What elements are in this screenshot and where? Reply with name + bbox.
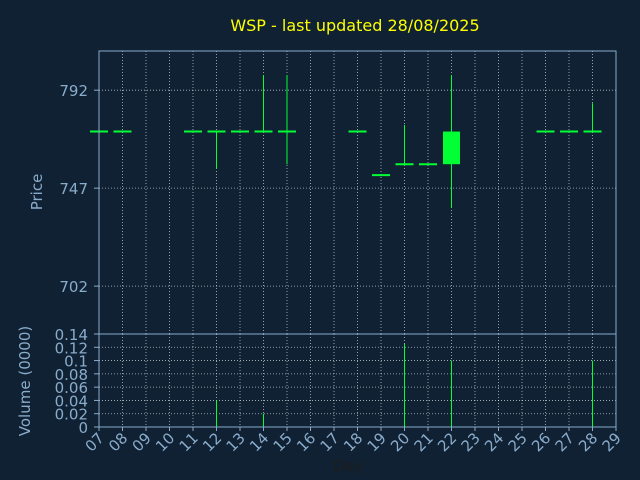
- candles: [90, 74, 602, 208]
- x-axis-label: Day: [333, 457, 363, 475]
- price-axis-label: Price: [28, 174, 46, 211]
- volume-tick-label: 0.08: [55, 366, 88, 384]
- x-axis: 0708091011121314151617181920212223242526…: [82, 427, 625, 455]
- volume-tick-label: 0.02: [55, 406, 88, 424]
- price-y-axis: 702 747 792 837: [59, 0, 99, 296]
- volume-tick-label: 0.12: [55, 339, 88, 357]
- volume-axis-label: Volume (0000): [16, 326, 34, 436]
- candle-body: [443, 131, 460, 165]
- volume-tick-label: 0.06: [55, 379, 88, 397]
- volume-y-axis: 00.020.040.060.080.10.120.14: [55, 326, 99, 437]
- price-tick-label: 837: [59, 0, 88, 2]
- volume-tick-label: 0.04: [55, 392, 88, 410]
- price-tick-label: 747: [59, 180, 88, 198]
- volume-tick-label: 0: [78, 419, 88, 437]
- price-panel: 702 747 792 837 Price: [28, 0, 617, 335]
- price-grid: [99, 51, 616, 334]
- chart-title: WSP - last updated 28/08/2025: [230, 16, 479, 35]
- volume-panel: 00.020.040.060.080.10.120.14 Volume (000…: [16, 326, 617, 437]
- volume-tick-label: 0.1: [64, 353, 88, 371]
- volume-tick-label: 0.14: [55, 326, 88, 344]
- price-tick-label: 702: [59, 278, 88, 296]
- volume-bars: [216, 343, 593, 427]
- price-tick-label: 792: [59, 82, 88, 100]
